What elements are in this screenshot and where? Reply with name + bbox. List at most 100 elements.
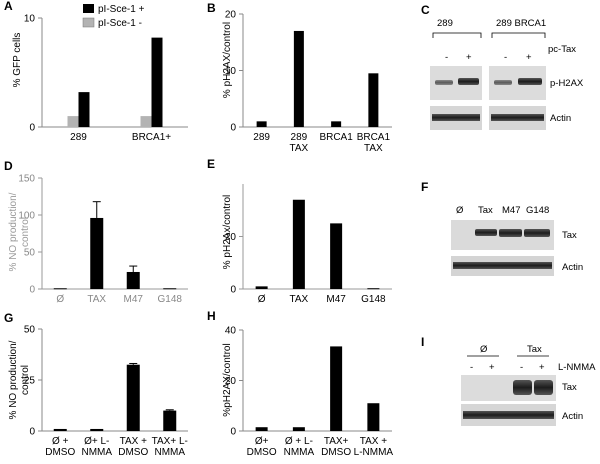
- y-tick-label: 50: [24, 248, 36, 259]
- x-tick-label: Ø + L-NMMA: [284, 436, 315, 458]
- x-tick-label: 289: [70, 132, 87, 143]
- bar: [126, 271, 140, 289]
- blot-c-bracket-1: [432, 32, 482, 38]
- blot-c-band-4: [518, 78, 542, 85]
- panel-label-c: C: [421, 3, 430, 17]
- blot-i-row2: Actin: [562, 411, 583, 422]
- chart-b: 0 10 20 289 289 TAX BRCA1 BRCA1 TAX: [225, 10, 392, 154]
- legend-a: pI-Sce-1 + pI-Sce-1 -: [82, 4, 145, 29]
- blot-c-band-3: [494, 80, 512, 85]
- panel-label-b: B: [207, 1, 216, 15]
- bar: [163, 410, 177, 431]
- ylabel-d-1: % NO production/: [8, 192, 19, 271]
- y-tick-label: 0: [29, 427, 35, 438]
- bar: [53, 428, 67, 431]
- y-tick-label: 40: [225, 326, 237, 337]
- panel-label-d: D: [4, 159, 13, 173]
- blot-i: Ø Tax - + - + L-NMMA Tax Actin: [461, 344, 596, 426]
- blot-f-lane-2: Tax: [478, 205, 493, 216]
- x-tick-label: M47: [124, 294, 144, 305]
- y-tick-label: 100: [18, 211, 35, 222]
- bar: [330, 223, 343, 289]
- panel-label-h: H: [207, 309, 216, 323]
- panel-label-f: F: [421, 180, 428, 194]
- ylabel-b: % pH2AX/control: [222, 22, 233, 98]
- bar: [53, 288, 67, 290]
- ylabel-a: % GFP cells: [12, 33, 23, 88]
- blot-c-sign-3: -: [504, 52, 507, 63]
- blot-i-sign-3: -: [520, 362, 523, 373]
- blot-c-row2: Actin: [550, 113, 571, 124]
- blot-f-tax-4: [524, 229, 550, 237]
- blot-i-actin: [463, 411, 554, 419]
- blot-f-lane-3: M47: [502, 205, 520, 216]
- legend-swatch-pos: [83, 4, 94, 13]
- x-tick-label: TAX + DMSO: [118, 436, 148, 458]
- bar-neg: [67, 116, 79, 127]
- bar: [90, 428, 104, 431]
- x-tick-label: BRCA1: [319, 132, 353, 143]
- blot-i-group1: Ø: [480, 344, 488, 355]
- blot-f-actin: [453, 262, 552, 269]
- blot-c-sign-4: +: [526, 52, 532, 63]
- blot-i-sign-2: +: [489, 362, 495, 373]
- bar: [368, 73, 379, 127]
- chart-e: 0 20 Ø TAX M47 G148: [225, 184, 392, 305]
- y-tick-label: 0: [230, 123, 236, 134]
- x-tick-label: Ø+ DMSO: [247, 436, 277, 458]
- y-tick-label: 20: [225, 232, 237, 243]
- x-tick-label: Ø+ L-NMMA: [81, 436, 112, 458]
- bar-pos: [151, 37, 163, 128]
- y-tick-label: 0: [230, 427, 236, 438]
- blot-f-lane-4: G148: [526, 205, 549, 216]
- bar: [163, 288, 177, 290]
- blot-c-col1: 289: [437, 18, 453, 29]
- legend-label-pos: pI-Sce-1 +: [98, 4, 145, 15]
- blot-c-row1: p-H2AX: [550, 78, 584, 89]
- y-tick-label: 25: [24, 376, 36, 387]
- blot-f-tax-3: [499, 229, 522, 237]
- bar: [330, 346, 343, 431]
- blot-f-row1: Tax: [562, 230, 577, 241]
- bar: [126, 364, 140, 431]
- y-tick-label: 20: [225, 376, 237, 387]
- ylabel-g-1: % NO production/: [8, 340, 19, 419]
- blot-f-row2: Actin: [562, 262, 583, 273]
- blot-c-bracket-2: [491, 32, 546, 38]
- blot-c-actin-2: [491, 114, 544, 121]
- y-tick-label: 0: [29, 123, 35, 134]
- chart-d: 0 50 100 150 Ø TAX M47 G148: [18, 174, 188, 305]
- x-tick-label: Ø: [56, 294, 64, 305]
- blot-c-treatment: pc-Tax: [548, 44, 576, 55]
- panel-label-i: I: [421, 335, 424, 349]
- y-tick-label: 10: [225, 66, 237, 77]
- blot-f: Ø Tax M47 G148 Tax Actin: [451, 205, 583, 276]
- x-tick-label: Ø: [258, 294, 266, 305]
- x-tick-label: 289 TAX: [290, 132, 309, 154]
- blot-i-sign-1: -: [470, 362, 473, 373]
- x-tick-label: BRCA1+: [132, 132, 171, 143]
- bar: [256, 121, 267, 127]
- blot-i-treatment: L-NMMA: [558, 362, 596, 373]
- blot-c-sign-1: -: [445, 52, 448, 63]
- x-tick-label: Ø + DMSO: [45, 436, 75, 458]
- blot-c: 289 289 BRCA1 - + - + pc-Tax p-H2AX Acti…: [430, 18, 584, 130]
- x-tick-label: 289: [253, 132, 270, 143]
- panel-label-e: E: [207, 157, 215, 171]
- bar-neg: [140, 116, 152, 127]
- blot-i-tax-3: [513, 380, 532, 395]
- bar: [367, 403, 380, 431]
- bar: [367, 288, 380, 290]
- x-tick-label: M47: [326, 294, 346, 305]
- bar: [331, 121, 342, 127]
- y-tick-label: 0: [29, 285, 35, 296]
- x-tick-label: TAX+ DMSO: [321, 436, 351, 458]
- legend-label-neg: pI-Sce-1 -: [98, 18, 142, 29]
- y-tick-label: 50: [24, 325, 36, 336]
- panel-label-g: G: [4, 311, 13, 325]
- chart-a: 0 10 289 BRCA1+: [24, 14, 188, 143]
- bar: [292, 199, 305, 289]
- x-tick-label: G148: [158, 294, 183, 305]
